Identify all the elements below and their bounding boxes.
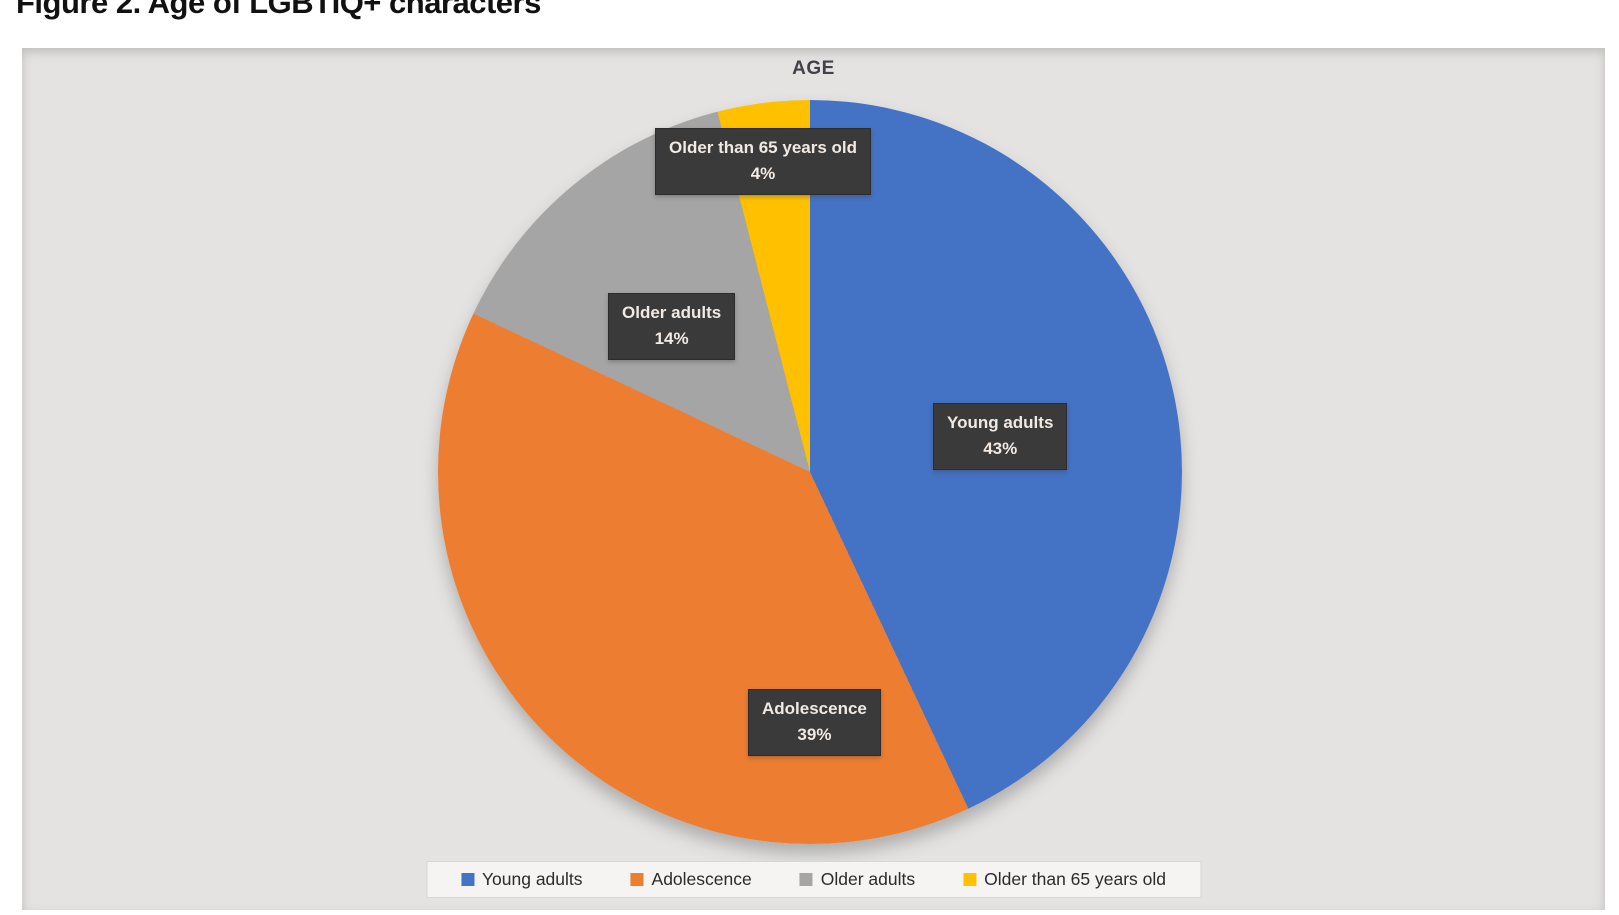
legend-label: Older than 65 years old xyxy=(984,869,1167,889)
data-label-percent: 39% xyxy=(797,725,832,745)
legend-item: Young adults xyxy=(460,869,583,890)
data-label-older-adults: Older adults 14% xyxy=(608,293,736,360)
chart-plot-area: AGE Older than 65 years old 4% Older adu… xyxy=(22,48,1605,910)
data-label-adolescence: Adolescence 39% xyxy=(748,689,881,756)
legend-label: Older adults xyxy=(820,869,916,889)
data-label-young-adults: Young adults 43% xyxy=(933,403,1068,470)
legend-swatch xyxy=(460,873,474,886)
legend-item: Older adults xyxy=(799,869,916,890)
chart-title: AGE xyxy=(792,58,835,79)
data-label-percent: 4% xyxy=(750,164,776,184)
legend-swatch xyxy=(963,873,977,886)
legend-label: Adolescence xyxy=(651,869,752,889)
legend-item: Older than 65 years old xyxy=(963,869,1166,890)
legend: Young adults Adolescence Older adults Older… xyxy=(425,861,1202,898)
legend-label: Young adults xyxy=(481,869,583,889)
legend-swatch xyxy=(630,873,644,886)
data-label-percent: 14% xyxy=(654,329,689,349)
data-label-name: Older than 65 years old xyxy=(669,138,858,157)
legend-swatch xyxy=(799,873,813,886)
data-label-older-than-65: Older than 65 years old 4% xyxy=(655,128,872,195)
data-label-name: Adolescence xyxy=(762,699,867,718)
legend-item: Adolescence xyxy=(630,869,752,890)
data-label-name: Young adults xyxy=(947,413,1054,432)
figure-caption-clipped: Figure 2. Age of LGBTIQ+ characters xyxy=(16,0,1216,21)
figure-caption-text: Figure 2. Age of LGBTIQ+ characters xyxy=(16,0,541,20)
data-label-name: Older adults xyxy=(622,303,722,322)
data-label-percent: 43% xyxy=(983,439,1018,459)
